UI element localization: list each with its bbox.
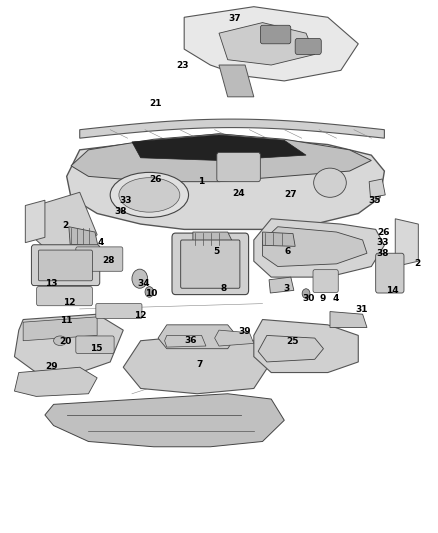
Circle shape <box>145 287 154 297</box>
Polygon shape <box>69 227 98 246</box>
Polygon shape <box>67 134 385 229</box>
FancyBboxPatch shape <box>181 240 240 288</box>
Polygon shape <box>45 394 284 447</box>
Text: 7: 7 <box>196 360 203 369</box>
Text: 30: 30 <box>302 294 314 303</box>
Circle shape <box>132 269 148 288</box>
Ellipse shape <box>314 168 346 197</box>
Circle shape <box>302 289 310 298</box>
Text: 26: 26 <box>377 228 390 237</box>
Text: 37: 37 <box>228 14 240 23</box>
FancyBboxPatch shape <box>76 336 114 353</box>
Polygon shape <box>123 335 271 394</box>
Polygon shape <box>32 192 97 256</box>
Text: 1: 1 <box>198 177 205 186</box>
Polygon shape <box>193 232 234 246</box>
Polygon shape <box>330 312 367 327</box>
Polygon shape <box>219 65 254 97</box>
Polygon shape <box>254 219 385 277</box>
Text: 20: 20 <box>60 337 72 346</box>
Text: 14: 14 <box>386 286 399 295</box>
Text: 25: 25 <box>286 337 298 346</box>
Text: 21: 21 <box>150 99 162 108</box>
Text: 33: 33 <box>376 238 389 247</box>
Text: 29: 29 <box>45 362 58 370</box>
Polygon shape <box>23 317 97 341</box>
FancyBboxPatch shape <box>217 152 260 182</box>
Text: 12: 12 <box>63 298 75 307</box>
Text: 38: 38 <box>115 207 127 216</box>
FancyBboxPatch shape <box>376 253 404 293</box>
Text: 24: 24 <box>232 189 245 198</box>
Polygon shape <box>269 277 294 293</box>
Polygon shape <box>158 325 237 349</box>
Text: 23: 23 <box>176 61 188 69</box>
Text: 11: 11 <box>60 316 72 325</box>
Polygon shape <box>369 179 385 198</box>
FancyBboxPatch shape <box>39 250 92 281</box>
FancyBboxPatch shape <box>172 233 249 295</box>
Text: 4: 4 <box>332 294 339 303</box>
Polygon shape <box>71 134 371 182</box>
Text: 31: 31 <box>356 305 368 314</box>
Polygon shape <box>219 22 315 65</box>
Text: 39: 39 <box>238 327 251 336</box>
FancyBboxPatch shape <box>96 304 142 318</box>
Polygon shape <box>14 314 123 373</box>
Ellipse shape <box>110 172 188 217</box>
Polygon shape <box>25 200 45 243</box>
FancyBboxPatch shape <box>37 287 92 306</box>
Text: 12: 12 <box>134 311 146 320</box>
Polygon shape <box>132 135 306 160</box>
Text: 6: 6 <box>285 247 291 256</box>
Text: 15: 15 <box>90 344 102 353</box>
FancyBboxPatch shape <box>76 247 123 271</box>
Text: 2: 2 <box>414 260 420 268</box>
Text: 9: 9 <box>319 294 326 303</box>
Text: 5: 5 <box>213 247 219 256</box>
Text: 2: 2 <box>63 221 69 230</box>
Polygon shape <box>262 227 367 266</box>
Polygon shape <box>395 219 418 266</box>
Polygon shape <box>80 119 385 138</box>
FancyBboxPatch shape <box>313 270 338 293</box>
Text: 13: 13 <box>45 279 58 288</box>
FancyBboxPatch shape <box>295 38 321 54</box>
Polygon shape <box>215 330 254 346</box>
Text: 10: 10 <box>145 288 158 297</box>
Text: 35: 35 <box>368 196 381 205</box>
Text: 34: 34 <box>138 279 151 288</box>
Text: 33: 33 <box>119 196 132 205</box>
Polygon shape <box>254 319 358 373</box>
Polygon shape <box>165 335 206 347</box>
Text: 8: 8 <box>220 284 226 293</box>
Polygon shape <box>262 232 295 246</box>
Text: 27: 27 <box>285 190 297 199</box>
Text: 28: 28 <box>102 256 114 265</box>
Ellipse shape <box>119 177 180 212</box>
Text: 36: 36 <box>184 336 197 345</box>
Text: 26: 26 <box>150 174 162 183</box>
Text: 38: 38 <box>376 249 389 258</box>
Polygon shape <box>184 7 358 81</box>
Polygon shape <box>14 367 97 397</box>
FancyBboxPatch shape <box>260 25 291 44</box>
FancyBboxPatch shape <box>32 245 100 286</box>
Polygon shape <box>258 335 323 362</box>
Ellipse shape <box>53 336 67 345</box>
Text: 3: 3 <box>283 284 290 293</box>
Text: 4: 4 <box>97 238 104 247</box>
